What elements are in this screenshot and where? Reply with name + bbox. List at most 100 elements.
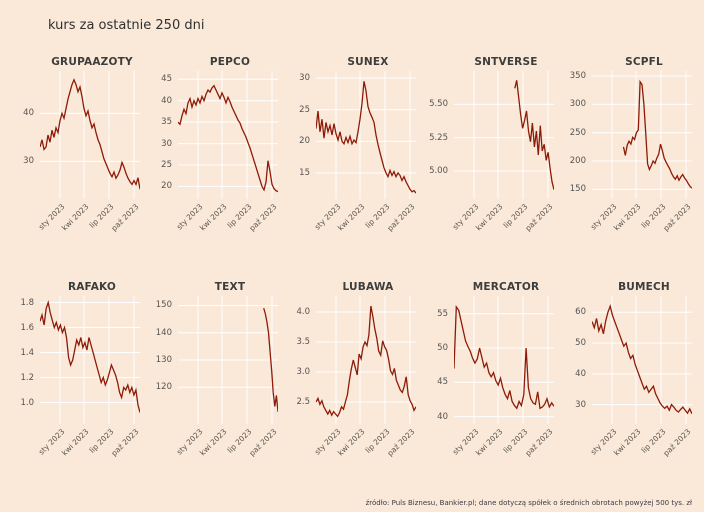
chart-plot [316,71,416,199]
chart-title: SUNEX [347,56,389,68]
chart-body: 15 20 25 30 [284,71,422,199]
y-tick-label: 1.8 [20,297,34,308]
y-axis-labels: 1.0 1.2 1.4 1.6 1.8 [8,296,38,424]
y-tick-label: 3.0 [296,367,310,377]
x-axis-labels: sty 2023 kwi 2023 lip 2023 paź 2023 [560,424,698,464]
chart-body: 120 130 140 150 [146,296,284,424]
y-tick-label: 1.0 [20,397,34,408]
y-tick-label: 40 [23,108,34,119]
y-tick-label: 3.5 [296,337,310,347]
y-tick-label: 150 [569,184,586,195]
y-axis-labels: 120 130 140 150 [146,296,176,424]
price-line [316,81,416,194]
chart-title: SNTVERSE [474,56,538,68]
y-tick-label: 60 [575,307,586,318]
chart-panel-rafako: RAFAKO 1.0 1.2 1.4 1.6 1.8 sty 2023 kwi 2023 lip… [8,281,146,506]
chart-panel-text: TEXT 120 130 140 150 sty 2023 kwi 2023 lip 2023… [146,281,284,506]
chart-body: 150 200 250 300 350 [560,71,698,199]
chart-body: 2.5 3.0 3.5 4.0 [284,296,422,424]
y-axis-labels: 15 20 25 30 [284,71,314,199]
chart-title: SCPFL [625,56,663,68]
y-axis-labels: 5.00 5.25 5.50 [422,71,452,199]
y-tick-label: 15 [299,167,310,178]
y-tick-label: 35 [161,117,172,128]
charts-grid: GRUPAAZOTY 30 40 sty 2023 kwi 2023 lip 2023 pa… [8,56,698,506]
price-line [622,79,692,189]
y-tick-label: 1.4 [20,347,34,358]
y-tick-label: 50 [575,338,586,349]
y-tick-label: 350 [569,71,586,82]
y-axis-labels: 30 40 50 60 [560,296,590,424]
chart-panel-mercator: MERCATOR 40 45 50 55 sty 2023 kwi 2023 lip 2023… [422,281,560,506]
x-axis-labels: sty 2023 kwi 2023 lip 2023 paź 2023 [146,424,284,464]
y-tick-label: 250 [569,127,586,138]
chart-body: 5.00 5.25 5.50 [422,71,560,199]
price-line [40,299,140,413]
y-tick-label: 30 [161,138,172,149]
y-tick-label: 150 [155,300,172,311]
chart-plot [316,296,416,424]
price-line [514,80,554,190]
price-line [316,305,416,418]
chart-panel-sunex: SUNEX 15 20 25 30 sty 2023 kwi 2023 lip 2023 paź… [284,56,422,281]
price-line [454,304,554,410]
page-title: kurs za ostatnie 250 dni [48,18,205,33]
chart-panel-bumech: BUMECH 30 40 50 60 sty 2023 kwi 2023 lip 2023 pa… [560,281,698,506]
y-tick-label: 30 [23,156,34,167]
x-axis-labels: sty 2023 kwi 2023 lip 2023 paź 2023 [422,199,560,239]
price-line [178,84,278,193]
chart-plot [178,296,278,424]
chart-plot [592,71,692,199]
chart-plot [454,71,554,199]
y-tick-label: 40 [437,411,448,422]
y-tick-label: 2.5 [296,397,310,407]
y-axis-labels: 2.5 3.0 3.5 4.0 [284,296,314,424]
chart-body: 30 40 [8,71,146,199]
y-tick-label: 50 [437,343,448,353]
x-axis-labels: sty 2023 kwi 2023 lip 2023 paź 2023 [8,424,146,464]
y-tick-label: 1.2 [20,372,34,383]
chart-panel-scpfl: SCPFL 150 200 250 300 350 sty 2023 kwi 2023 lip … [560,56,698,281]
chart-body: 1.0 1.2 1.4 1.6 1.8 [8,296,146,424]
chart-plot [40,71,140,199]
price-line [40,78,140,190]
y-tick-label: 30 [575,399,586,410]
chart-plot [454,296,554,424]
chart-plot [40,296,140,424]
y-tick-label: 45 [161,74,172,85]
y-tick-label: 40 [161,95,172,106]
x-axis-labels: sty 2023 kwi 2023 lip 2023 paź 2023 [284,199,422,239]
chart-title: LUBAWA [342,281,394,293]
y-tick-label: 5.00 [429,166,448,176]
price-line [592,304,692,415]
y-tick-label: 140 [155,327,172,338]
y-tick-label: 120 [155,382,172,393]
chart-body: 30 40 50 60 [560,296,698,424]
chart-title: RAFAKO [67,281,117,293]
y-axis-labels: 40 45 50 55 [422,296,452,424]
y-tick-label: 25 [161,160,172,170]
chart-title: GRUPAAZOTY [51,56,133,68]
y-tick-label: 5.50 [429,99,448,110]
y-axis-labels: 20 25 30 35 40 45 [146,71,176,199]
y-tick-label: 20 [161,181,172,192]
x-axis-labels: sty 2023 kwi 2023 lip 2023 paź 2023 [422,424,560,464]
price-line [263,308,278,412]
y-tick-label: 55 [437,308,448,319]
y-tick-label: 20 [299,136,310,147]
y-tick-label: 25 [299,104,310,115]
y-tick-label: 40 [575,368,586,379]
x-axis-labels: sty 2023 kwi 2023 lip 2023 paź 2023 [284,424,422,464]
chart-plot [592,296,692,424]
y-tick-label: 45 [437,377,448,388]
y-tick-label: 30 [299,73,310,84]
chart-panel-grupaazoty: GRUPAAZOTY 30 40 sty 2023 kwi 2023 lip 2023 pa… [8,56,146,281]
y-tick-label: 1.6 [20,322,34,333]
chart-panel-sntverse: SNTVERSE 5.00 5.25 5.50 sty 2023 kwi 2023 lip … [422,56,560,281]
chart-body: 20 25 30 35 40 45 [146,71,284,199]
y-tick-label: 5.25 [429,132,448,143]
chart-body: 40 45 50 55 [422,296,560,424]
chart-plot [178,71,278,199]
chart-title: MERCATOR [472,281,540,293]
